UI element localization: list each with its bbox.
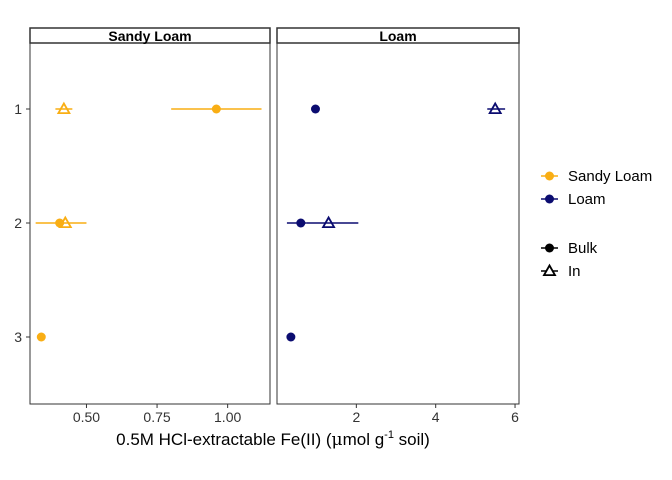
panel-1: Loam 2 4 6: [276, 27, 520, 425]
point-bulk-2: [286, 218, 307, 228]
x-tick-label: 2: [352, 409, 360, 425]
legend-key-marker: [545, 171, 554, 181]
legend-label: Bulk: [568, 240, 598, 257]
legend-key-marker: [542, 263, 557, 277]
panel-0: Sandy Loam 0.50 0.75 1.00: [29, 27, 271, 425]
legend-item: Bulk: [541, 240, 598, 257]
strip-box: [29, 27, 271, 44]
y-tick-label: 3: [14, 329, 22, 345]
bulk-marker: [211, 104, 221, 114]
in-marker: [58, 215, 73, 229]
strip-title: Loam: [379, 28, 416, 44]
y-tick-label: 1: [14, 101, 22, 117]
legend-label: In: [568, 263, 581, 280]
panels-layer: Sandy Loam 0.50 0.75 1.00 Loam 2 4 6: [29, 27, 520, 425]
point-in-2: [306, 215, 359, 229]
y-tick-label: 2: [14, 215, 22, 231]
bulk-marker: [286, 332, 296, 342]
legend-label: Sandy Loam: [568, 168, 652, 185]
point-bulk-1: [310, 104, 320, 114]
legend-key-marker: [545, 243, 554, 253]
in-marker: [321, 215, 336, 229]
x-tick-label: 0.50: [73, 409, 100, 425]
legend-item: Loam: [541, 191, 606, 208]
point-bulk-3: [286, 332, 296, 342]
x-tick-label: 0.75: [143, 409, 170, 425]
strip-title: Sandy Loam: [108, 28, 191, 44]
strip-box: [276, 27, 520, 44]
legend-item: Sandy Loam: [541, 168, 652, 185]
legend-label: Loam: [568, 191, 606, 208]
x-tick-label: 1.00: [214, 409, 241, 425]
bulk-marker: [310, 104, 320, 114]
legend-item: In: [541, 263, 581, 280]
y-axis: 1 2 3: [14, 101, 30, 345]
legend: Sandy Loam Loam Bulk In: [541, 168, 652, 280]
point-in-1: [55, 101, 73, 115]
x-tick-label: 6: [511, 409, 519, 425]
point-in-1: [487, 101, 506, 115]
point-bulk-1: [171, 104, 262, 114]
point-bulk-3: [36, 332, 46, 342]
bulk-marker: [296, 218, 306, 228]
bulk-marker: [36, 332, 46, 342]
x-tick-label: 4: [432, 409, 440, 425]
in-marker: [56, 101, 71, 115]
legend-key-marker: [545, 194, 554, 204]
point-in-2: [58, 215, 73, 229]
x-axis-title: 0.5M HCl-extractable Fe(II) (μmol g-1 so…: [116, 429, 430, 450]
in-marker: [488, 101, 503, 115]
